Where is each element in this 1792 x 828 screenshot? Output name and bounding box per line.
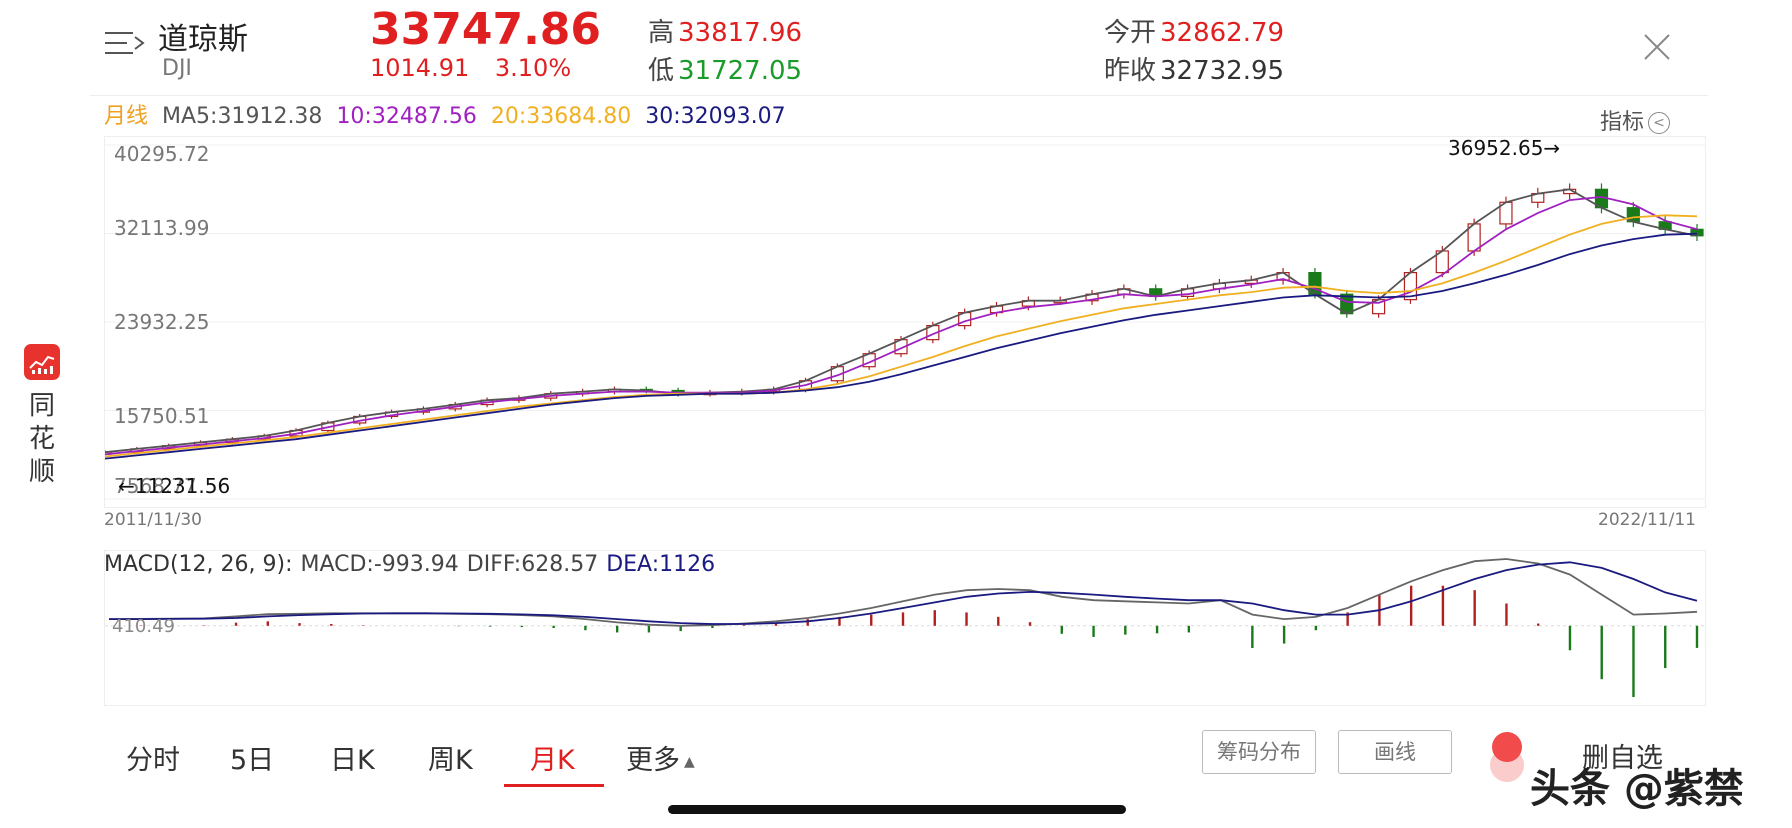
ma-legend: 月线 MA5:31912.38 10:32487.56 20:33684.80 30:3…	[104, 98, 800, 130]
price-chart-svg	[98, 144, 1705, 500]
tab-more[interactable]: 更多 ▲	[626, 738, 695, 777]
tab-monthly[interactable]: 月K	[530, 745, 575, 776]
open-value: 32862.79	[1160, 18, 1285, 48]
open-label: 今开	[1104, 18, 1157, 48]
ma10-value: 10:32487.56	[336, 104, 477, 129]
macd-value: MACD:-993.94	[300, 552, 459, 577]
ma-line-MA5	[104, 188, 1698, 454]
diff-value: DIFF:628.57	[466, 552, 599, 577]
ma5-value: MA5:31912.38	[162, 104, 323, 129]
high-value: 33817.96	[678, 18, 803, 48]
x-start-date: 2011/11/30	[104, 510, 202, 530]
change-percent: 3.10%	[494, 54, 572, 82]
high-stat: 高 33817.96	[648, 12, 802, 49]
prev-close-value: 32732.95	[1160, 56, 1285, 86]
close-icon[interactable]	[1640, 30, 1674, 64]
ma30-value: 30:32093.07	[645, 104, 786, 129]
chip-distribution-button[interactable]: 筹码分布	[1202, 730, 1316, 774]
candle-body	[1690, 228, 1704, 237]
open-stat: 今开 32862.79	[1104, 12, 1284, 49]
tab-daily[interactable]: 日K	[330, 745, 375, 776]
chevron-left-icon: <	[1648, 112, 1671, 134]
index-name: 道琼斯	[158, 22, 248, 57]
period-label: 月线	[104, 104, 149, 129]
low-stat: 低 31727.05	[648, 50, 802, 87]
index-code: DJI	[162, 56, 192, 81]
brand-name: 同花顺	[28, 391, 55, 487]
current-price: 33747.86	[370, 4, 602, 55]
macd-chart[interactable]	[104, 550, 1706, 706]
price-chart[interactable]	[98, 136, 1706, 508]
y-tick-label: 15750.51	[114, 404, 210, 428]
y-tick-label: 23932.25	[114, 310, 210, 334]
active-tab-indicator	[504, 784, 604, 787]
prev-close-stat: 昨收 32732.95	[1104, 50, 1284, 87]
max-annotation: 36952.65→	[1448, 136, 1561, 160]
low-value: 31727.05	[678, 56, 803, 86]
price-change: 1014.91 3.10%	[370, 54, 589, 82]
macd-axis-label: 410.49	[112, 616, 175, 637]
caret-up-icon: ▲	[684, 753, 695, 770]
min-annotation: ←11231.56	[118, 474, 231, 498]
menu-icon[interactable]	[105, 28, 145, 58]
ma-line-10	[104, 195, 1698, 456]
ma-line-20	[104, 214, 1698, 458]
ma-line-30	[104, 232, 1698, 460]
header-divider	[90, 95, 1708, 96]
macd-title: MACD(12, 26, 9):	[104, 552, 293, 577]
indicator-button[interactable]: 指标 <	[1600, 104, 1671, 136]
prev-close-label: 昨收	[1104, 56, 1157, 86]
x-end-date: 2022/11/11	[1598, 510, 1696, 530]
draw-line-button[interactable]: 画线	[1338, 730, 1452, 774]
low-label: 低	[648, 56, 675, 86]
watermark: 头条 @紫禁	[1530, 766, 1744, 812]
y-tick-label: 32113.99	[114, 216, 210, 240]
dea-value: DEA:1126	[606, 552, 716, 577]
tab-more-label: 更多	[626, 745, 680, 776]
y-tick-label: 40295.72	[114, 142, 210, 166]
macd-line-dea	[109, 561, 1698, 625]
tab-weekly[interactable]: 周K	[428, 745, 473, 776]
tab-5day[interactable]: 5日	[230, 745, 275, 776]
record-dot-icon[interactable]	[1492, 732, 1522, 762]
macd-chart-svg	[105, 558, 1705, 697]
brand-logo-icon	[24, 344, 60, 380]
home-indicator[interactable]	[668, 805, 1126, 814]
indicator-label: 指标	[1600, 110, 1645, 135]
ma20-value: 20:33684.80	[490, 104, 632, 129]
macd-legend: MACD(12, 26, 9): MACD:-993.94 DIFF:628.57 D…	[104, 552, 723, 577]
high-label: 高	[648, 18, 675, 48]
watchlist-button[interactable]: 删自选	[1582, 743, 1663, 774]
brand[interactable]: 同花顺	[24, 344, 60, 489]
change-value: 1014.91	[370, 54, 470, 82]
y-tick-label: 7568.77	[114, 474, 197, 498]
tab-intraday[interactable]: 分时	[126, 745, 180, 776]
